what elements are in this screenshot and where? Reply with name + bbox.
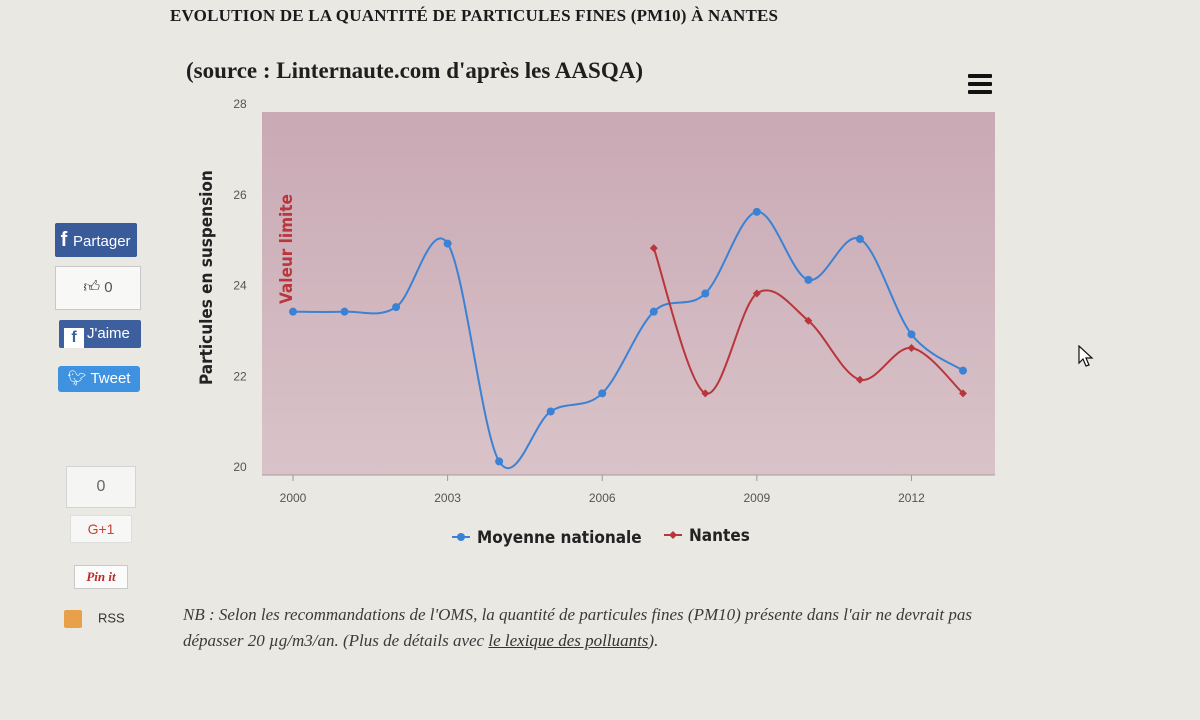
facebook-icon: f bbox=[60, 229, 68, 251]
data-point-nantes bbox=[649, 244, 658, 253]
data-point-moyenne-nationale bbox=[855, 235, 864, 244]
series-line-moyenne-nationale bbox=[292, 210, 964, 470]
menu-bar bbox=[968, 90, 992, 94]
y-tick-label: 20 bbox=[233, 460, 247, 474]
data-point-moyenne-nationale bbox=[907, 330, 916, 339]
facebook-share-button[interactable]: f Partager bbox=[55, 223, 137, 257]
pm10-line-chart: 20 22 24 26 28 2000 2003 2006 2009 2012 Particules… bbox=[197, 97, 995, 548]
data-point-moyenne-nationale bbox=[340, 307, 349, 316]
y-axis-label: Particules en suspension bbox=[197, 170, 217, 385]
menu-bar bbox=[968, 74, 992, 78]
data-point-nantes bbox=[959, 389, 967, 398]
data-point-nantes bbox=[752, 289, 761, 298]
x-tick-label: 2009 bbox=[743, 491, 770, 505]
legend-label-nantes: Nantes bbox=[689, 526, 750, 546]
x-tick-label: 2006 bbox=[589, 491, 616, 505]
data-point-moyenne-nationale bbox=[701, 289, 710, 298]
x-tick-label: 2012 bbox=[898, 491, 925, 505]
data-point-moyenne-nationale bbox=[443, 239, 452, 248]
tweet-button[interactable]: 🐦︎ Tweet bbox=[58, 366, 140, 392]
data-point-moyenne-nationale bbox=[649, 307, 658, 316]
data-point-nantes bbox=[907, 343, 916, 352]
twitter-bird-icon: 🐦︎ bbox=[67, 370, 87, 387]
facebook-like-button[interactable]: f J'aime bbox=[59, 320, 141, 348]
data-point-moyenne-nationale bbox=[289, 307, 297, 316]
rss-label: RSS bbox=[98, 610, 125, 626]
tweet-label: Tweet bbox=[90, 370, 131, 387]
rss-link[interactable]: RSS bbox=[64, 610, 138, 632]
data-point-moyenne-nationale bbox=[598, 389, 607, 398]
data-point-moyenne-nationale bbox=[752, 207, 761, 216]
y-tick-label: 22 bbox=[233, 369, 247, 383]
facebook-icon: f bbox=[64, 328, 84, 348]
note-text-end: ). bbox=[648, 631, 659, 650]
note-text: NB : Selon les recommandations de l'OMS,… bbox=[183, 605, 972, 650]
mouse-cursor-icon bbox=[1078, 345, 1094, 367]
data-point-nantes bbox=[855, 375, 864, 384]
gplus-count: 0 bbox=[66, 466, 136, 508]
data-point-moyenne-nationale bbox=[495, 457, 504, 466]
pollutants-glossary-link[interactable]: le lexique des polluants bbox=[488, 631, 649, 650]
chart-menu-icon[interactable] bbox=[968, 74, 992, 94]
x-tick-label: 2000 bbox=[280, 491, 307, 505]
x-tick-label: 2003 bbox=[434, 491, 461, 505]
who-note: NB : Selon les recommandations de l'OMS,… bbox=[183, 602, 1013, 654]
thumbs-up-icon: 👍︎ bbox=[83, 279, 101, 296]
facebook-share-label: Partager bbox=[73, 233, 131, 250]
legend-marker-nantes bbox=[669, 531, 677, 539]
limit-value-label: Valeur limite bbox=[277, 194, 297, 304]
menu-bar bbox=[968, 82, 992, 86]
rss-icon bbox=[64, 610, 82, 628]
facebook-like-label: J'aime bbox=[87, 325, 130, 342]
pinit-button[interactable]: Pin it bbox=[74, 565, 128, 589]
like-count-box: 👍︎ 0 bbox=[55, 266, 141, 310]
plot-band bbox=[262, 112, 995, 475]
y-tick-label: 24 bbox=[233, 279, 247, 293]
gplus-button[interactable]: G+1 bbox=[70, 515, 132, 543]
legend-label-moyenne-nationale: Moyenne nationale bbox=[477, 528, 642, 548]
y-tick-label: 26 bbox=[233, 188, 247, 202]
legend-marker-moyenne-nationale bbox=[457, 533, 465, 541]
data-point-moyenne-nationale bbox=[392, 303, 401, 312]
chart-subtitle: (source : Linternaute.com d'après les AA… bbox=[186, 58, 643, 83]
data-point-moyenne-nationale bbox=[546, 407, 555, 416]
data-point-nantes bbox=[701, 389, 710, 398]
data-point-nantes bbox=[804, 316, 813, 325]
chart-title: EVOLUTION DE LA QUANTITÉ DE PARTICULES F… bbox=[170, 6, 779, 25]
data-point-moyenne-nationale bbox=[959, 366, 967, 375]
y-tick-label: 28 bbox=[233, 97, 247, 111]
data-point-moyenne-nationale bbox=[804, 275, 813, 284]
like-count: 0 bbox=[104, 279, 113, 296]
